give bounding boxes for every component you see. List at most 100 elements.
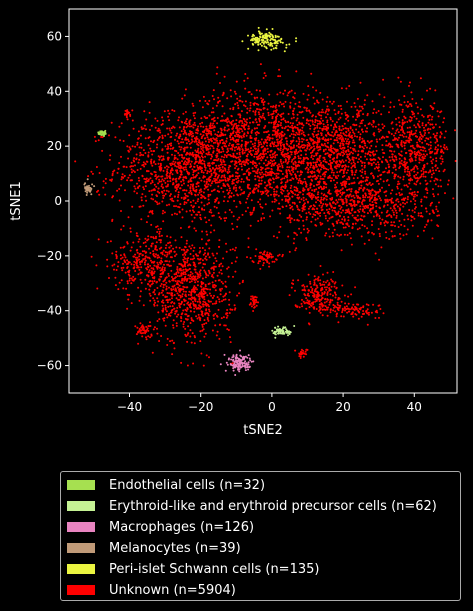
- scatter-point: [305, 218, 308, 221]
- scatter-point: [202, 364, 205, 367]
- scatter-point: [398, 124, 401, 127]
- scatter-point: [222, 159, 225, 162]
- scatter-point: [201, 266, 204, 269]
- scatter-point: [181, 293, 184, 296]
- scatter-point: [189, 119, 192, 122]
- scatter-point: [195, 213, 198, 216]
- scatter-point: [429, 104, 432, 107]
- scatter-point: [132, 279, 135, 282]
- scatter-point: [314, 178, 317, 180]
- scatter-point: [236, 218, 239, 221]
- scatter-point: [263, 116, 265, 119]
- scatter-point: [432, 107, 435, 110]
- scatter-point: [189, 187, 192, 190]
- scatter-point: [331, 131, 334, 134]
- scatter-point: [409, 103, 412, 106]
- scatter-point: [128, 279, 131, 282]
- scatter-point: [321, 166, 323, 169]
- scatter-point: [231, 136, 234, 139]
- scatter-point: [197, 262, 200, 265]
- scatter-point: [159, 262, 162, 265]
- scatter-point: [350, 188, 353, 190]
- scatter-point: [152, 161, 155, 164]
- scatter-point: [403, 225, 406, 228]
- scatter-point: [156, 280, 158, 283]
- scatter-point: [217, 142, 220, 145]
- scatter-point: [263, 126, 266, 129]
- scatter-point: [218, 239, 221, 242]
- scatter-point: [286, 176, 288, 179]
- scatter-point: [345, 199, 348, 202]
- scatter-point: [139, 295, 142, 298]
- scatter-point: [169, 305, 172, 308]
- scatter-point: [255, 153, 258, 156]
- scatter-point: [210, 174, 213, 177]
- scatter-point: [267, 130, 270, 133]
- scatter-point: [165, 244, 168, 247]
- scatter-point: [436, 210, 439, 213]
- scatter-point: [300, 150, 303, 152]
- scatter-point: [332, 160, 335, 163]
- scatter-point: [178, 145, 181, 148]
- scatter-point: [258, 113, 261, 116]
- scatter-point: [175, 184, 178, 187]
- scatter-point: [408, 179, 411, 181]
- scatter-point: [273, 129, 276, 132]
- scatter-point: [202, 151, 205, 153]
- scatter-point: [189, 335, 192, 338]
- scatter-point: [393, 235, 396, 237]
- scatter-point: [158, 129, 161, 132]
- scatter-point: [406, 126, 409, 129]
- scatter-point: [126, 242, 129, 245]
- scatter-point: [172, 260, 175, 263]
- scatter-point: [231, 248, 234, 251]
- scatter-point: [326, 113, 329, 116]
- scatter-point: [260, 97, 263, 100]
- scatter-point: [164, 134, 167, 137]
- scatter-point: [229, 147, 232, 150]
- scatter-point: [275, 125, 278, 128]
- scatter-point: [196, 277, 199, 280]
- scatter-point: [232, 215, 235, 218]
- scatter-point: [212, 141, 215, 144]
- scatter-point: [180, 130, 183, 133]
- scatter-point: [228, 291, 231, 294]
- scatter-point: [232, 152, 235, 155]
- scatter-point: [322, 123, 325, 126]
- scatter-point: [128, 134, 131, 137]
- scatter-point: [337, 105, 340, 107]
- scatter-point: [207, 303, 210, 306]
- scatter-point: [276, 132, 279, 135]
- scatter-point: [147, 235, 150, 238]
- scatter-point: [178, 154, 181, 157]
- scatter-point: [336, 194, 338, 197]
- scatter-point: [161, 200, 164, 203]
- scatter-point: [255, 187, 258, 190]
- scatter-point: [407, 137, 410, 139]
- scatter-point: [305, 107, 308, 110]
- scatter-point: [430, 219, 433, 222]
- scatter-point: [406, 131, 409, 134]
- scatter-point: [182, 325, 185, 328]
- scatter-point: [232, 187, 235, 190]
- scatter-point: [186, 279, 188, 282]
- scatter-point: [237, 156, 240, 159]
- scatter-point: [191, 102, 194, 105]
- scatter-point: [407, 174, 410, 177]
- scatter-point: [344, 150, 347, 153]
- scatter-point: [390, 133, 393, 135]
- scatter-point: [153, 139, 156, 142]
- scatter-point: [173, 205, 176, 208]
- scatter-point: [312, 86, 314, 89]
- scatter-point: [410, 105, 413, 107]
- scatter-point: [293, 237, 296, 240]
- scatter-point: [164, 181, 167, 184]
- scatter-point: [181, 277, 184, 280]
- scatter-point: [216, 145, 219, 148]
- scatter-point: [399, 203, 402, 206]
- scatter-point: [401, 198, 403, 201]
- scatter-point: [197, 185, 200, 188]
- scatter-point: [295, 70, 298, 73]
- scatter-point: [413, 170, 416, 173]
- scatter-point: [326, 105, 329, 108]
